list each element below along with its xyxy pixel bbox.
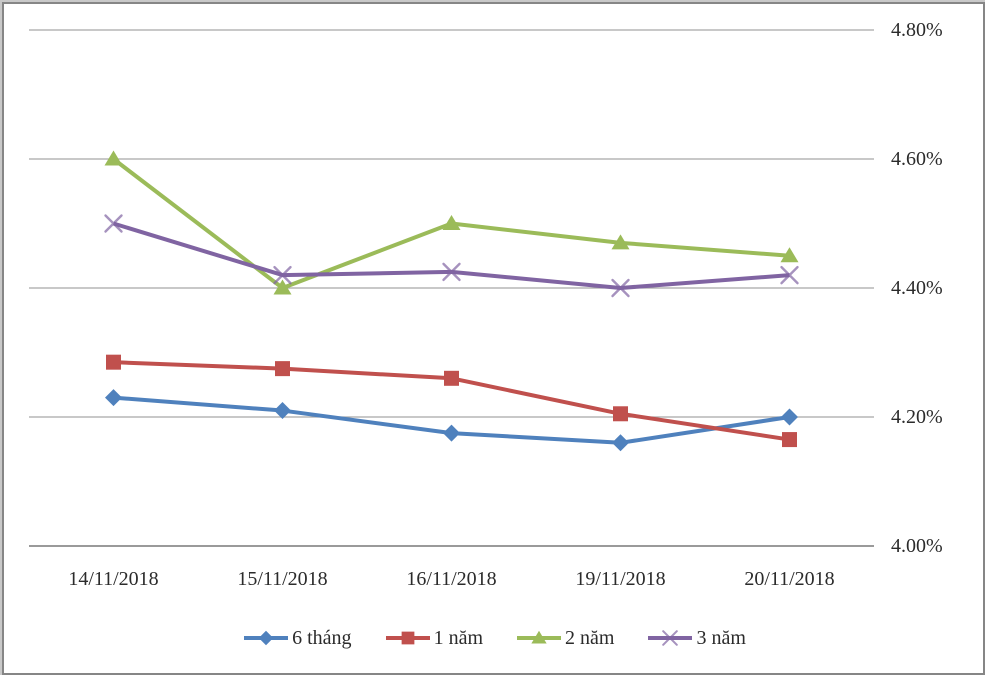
- triangle-marker-point: [780, 247, 799, 263]
- x-axis-label: 20/11/2018: [744, 568, 835, 590]
- legend-label: 1 năm: [433, 626, 483, 649]
- diamond-marker-point: [274, 402, 291, 420]
- triangle-marker-legend: [531, 630, 547, 644]
- triangle-marker-point: [442, 215, 461, 230]
- square-marker-point: [782, 432, 797, 448]
- legend-label: 6 tháng: [292, 626, 352, 649]
- legend-item-2-nam: 2 năm: [516, 627, 614, 650]
- x-marker-point: [104, 214, 123, 233]
- x-marker-point: [273, 265, 292, 285]
- diamond-marker-icon: [244, 630, 289, 646]
- y-axis-label: 4.60%: [891, 148, 943, 170]
- legend-item-1-nam: 1 năm: [385, 627, 483, 650]
- x-marker-point: [611, 278, 630, 298]
- square-marker-icon: [385, 631, 430, 645]
- square-marker-point: [613, 406, 628, 422]
- triangle-marker-point: [611, 234, 630, 250]
- x-axis-label: 16/11/2018: [406, 568, 497, 590]
- triangle-marker-point: [273, 279, 292, 295]
- x-axis-label: 15/11/2018: [237, 568, 328, 590]
- x-marker-icon: [648, 630, 693, 646]
- diamond-marker-point: [443, 424, 460, 442]
- diamond-marker-point: [612, 434, 629, 452]
- x-axis-label: 19/11/2018: [575, 568, 666, 590]
- legend-item-3-nam: 3 năm: [647, 626, 746, 650]
- diamond-marker-legend: [258, 630, 274, 646]
- diamond-marker-point: [781, 408, 798, 426]
- square-marker-point: [275, 361, 290, 377]
- square-marker-legend: [401, 631, 414, 645]
- y-axis-label: 4.80%: [891, 19, 943, 41]
- x-marker-point: [780, 265, 799, 285]
- y-axis-label: 4.00%: [891, 535, 943, 557]
- triangle-marker-point: [104, 150, 123, 166]
- x-marker-legend: [662, 630, 679, 646]
- y-axis-label: 4.20%: [891, 406, 943, 428]
- legend-label: 3 năm: [696, 626, 746, 649]
- x-axis-label: 14/11/2018: [68, 568, 159, 590]
- chart-legend: 6 tháng 1 năm 2 năm 3 năm: [2, 622, 985, 654]
- legend-label: 2 năm: [565, 626, 615, 649]
- series-line-3: [112, 221, 790, 290]
- triangle-marker-icon: [517, 630, 561, 644]
- square-marker-point: [444, 370, 459, 386]
- x-marker-point: [442, 262, 461, 282]
- y-axis-label: 4.40%: [891, 277, 943, 299]
- diamond-marker-point: [105, 389, 122, 407]
- square-marker-point: [106, 354, 121, 370]
- legend-item-6-thang: 6 tháng: [243, 626, 352, 650]
